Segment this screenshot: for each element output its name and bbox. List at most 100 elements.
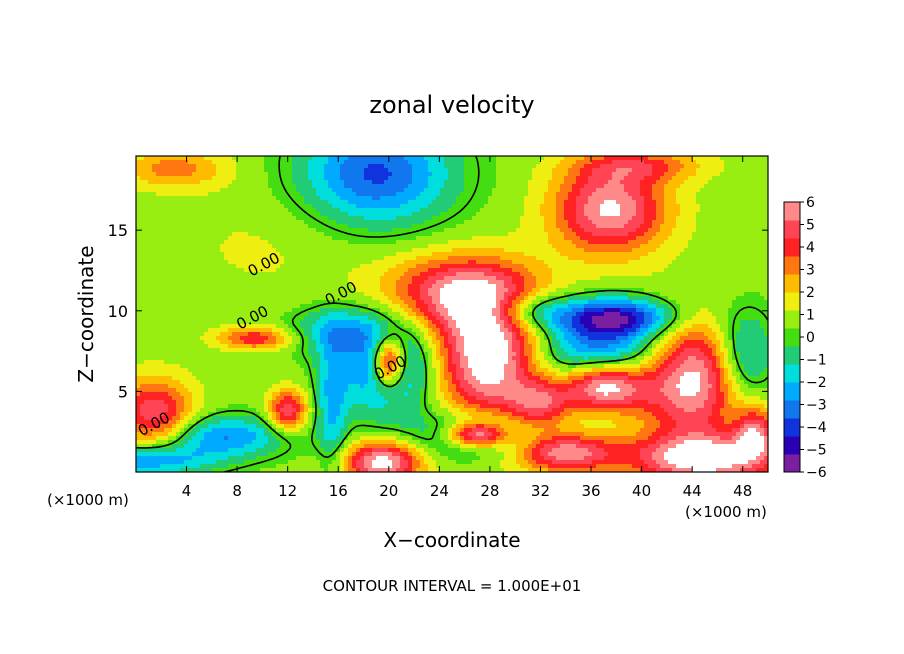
heatmap-cell [460, 192, 465, 197]
heatmap-cell [296, 236, 301, 241]
heatmap-cell [332, 264, 337, 269]
heatmap-cell [400, 276, 405, 281]
heatmap-cell [504, 264, 509, 269]
heatmap-cell [168, 212, 173, 217]
heatmap-cell [140, 276, 145, 281]
heatmap-cell [608, 176, 613, 181]
heatmap-cell [644, 236, 649, 241]
heatmap-cell [528, 172, 533, 177]
heatmap-cell [676, 184, 681, 189]
heatmap-cell [288, 248, 293, 253]
heatmap-cell [660, 260, 665, 265]
heatmap-cell [756, 192, 761, 197]
heatmap-cell [136, 264, 141, 269]
heatmap-cell [472, 264, 477, 269]
heatmap-cell [348, 220, 353, 225]
heatmap-cell [548, 196, 553, 201]
heatmap-cell [252, 276, 257, 281]
heatmap-cell [304, 168, 309, 173]
heatmap-cell [440, 172, 445, 177]
heatmap-cell [592, 248, 597, 253]
heatmap-cell [320, 236, 325, 241]
heatmap-cell [396, 232, 401, 237]
heatmap-cell [540, 244, 545, 249]
heatmap-cell [400, 188, 405, 193]
heatmap-cell [660, 220, 665, 225]
heatmap-cell [528, 224, 533, 229]
heatmap-cell [364, 192, 369, 197]
heatmap-cell [640, 192, 645, 197]
heatmap-cell [564, 260, 569, 265]
heatmap-cell [156, 216, 161, 221]
heatmap-cell [668, 268, 673, 273]
heatmap-cell [504, 276, 509, 281]
heatmap-cell [508, 208, 513, 213]
heatmap-cell [216, 228, 221, 233]
heatmap-cell [544, 156, 549, 161]
heatmap-cell [652, 232, 657, 237]
heatmap-cell [136, 192, 141, 197]
heatmap-cell [680, 276, 685, 281]
heatmap-cell [212, 276, 217, 281]
heatmap-cell [480, 196, 485, 201]
heatmap-cell [328, 236, 333, 241]
heatmap-cell [672, 276, 677, 281]
heatmap-cell [276, 184, 281, 189]
heatmap-cell [680, 224, 685, 229]
heatmap-cell [748, 232, 753, 237]
heatmap-cell [232, 248, 237, 253]
heatmap-cell [704, 260, 709, 265]
heatmap-cell [676, 192, 681, 197]
heatmap-cell [508, 224, 513, 229]
heatmap-cell [480, 204, 485, 209]
heatmap-cell [276, 248, 281, 253]
heatmap-cell [312, 200, 317, 205]
heatmap-cell [304, 236, 309, 241]
heatmap-cell [336, 236, 341, 241]
heatmap-cell [420, 244, 425, 249]
heatmap-cell [308, 220, 313, 225]
heatmap-cell [480, 228, 485, 233]
heatmap-cell [388, 264, 393, 269]
heatmap-cell [716, 244, 721, 249]
heatmap-cell [540, 248, 545, 253]
heatmap-cell [152, 204, 157, 209]
heatmap-cell [744, 256, 749, 261]
heatmap-cell [636, 168, 641, 173]
heatmap-cell [512, 252, 517, 257]
heatmap-cell [680, 240, 685, 245]
heatmap-cell [416, 168, 421, 173]
heatmap-cell [712, 156, 717, 161]
heatmap-cell [176, 260, 181, 265]
heatmap-cell [556, 268, 561, 273]
heatmap-cell [208, 184, 213, 189]
heatmap-cell [716, 252, 721, 257]
heatmap-cell [528, 192, 533, 197]
heatmap-cell [208, 268, 213, 273]
heatmap-cell [744, 272, 749, 277]
heatmap-cell [604, 236, 609, 241]
heatmap-cell [684, 240, 689, 245]
heatmap-cell [364, 228, 369, 233]
heatmap-cell [192, 188, 197, 193]
heatmap-cell [484, 200, 489, 205]
heatmap-cell [532, 240, 537, 245]
heatmap-cell [568, 180, 573, 185]
heatmap-cell [380, 244, 385, 249]
heatmap-cell [516, 244, 521, 249]
heatmap-cell [644, 252, 649, 257]
heatmap-cell [764, 172, 768, 177]
heatmap-cell [616, 272, 621, 277]
heatmap-cell [736, 204, 741, 209]
heatmap-cell [684, 160, 689, 165]
heatmap-cell [496, 212, 501, 217]
heatmap-cell [580, 204, 585, 209]
heatmap-cell [596, 164, 601, 169]
heatmap-cell [436, 272, 441, 277]
heatmap-cell [356, 272, 361, 277]
heatmap-cell [220, 220, 225, 225]
heatmap-cell [528, 228, 533, 233]
heatmap-cell [396, 236, 401, 241]
heatmap-cell [412, 264, 417, 269]
heatmap-cell [140, 260, 145, 265]
